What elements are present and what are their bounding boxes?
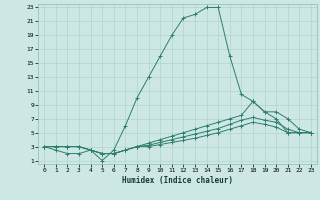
X-axis label: Humidex (Indice chaleur): Humidex (Indice chaleur): [122, 176, 233, 185]
